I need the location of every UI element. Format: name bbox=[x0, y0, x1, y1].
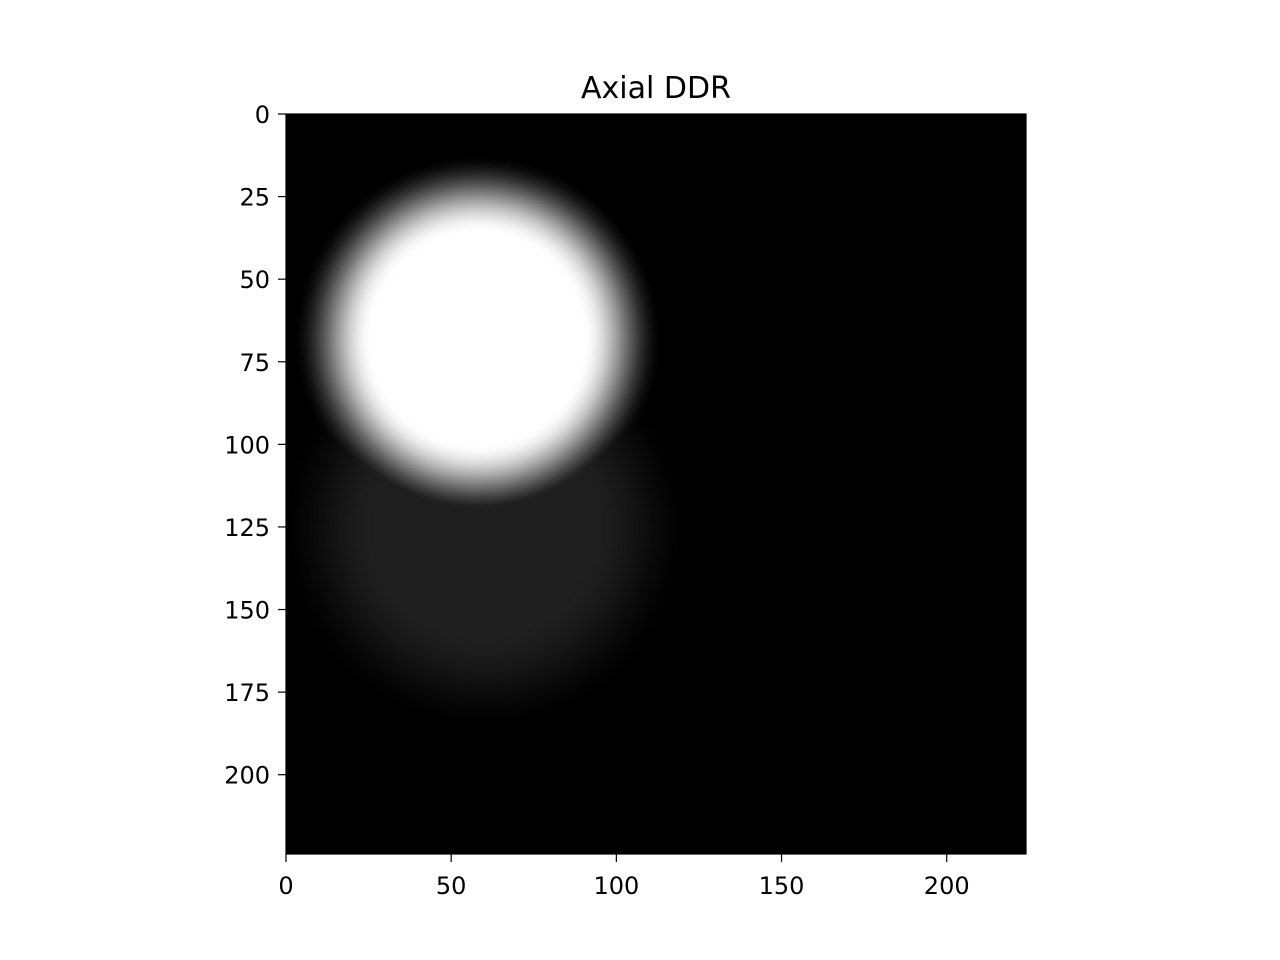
plot-frame bbox=[285, 113, 1027, 855]
y-axis: 0 25 50 75 100 125 150 175 200 bbox=[224, 101, 286, 790]
x-axis: 0 50 100 150 200 bbox=[278, 854, 970, 900]
y-tick-label: 100 bbox=[224, 431, 270, 459]
x-tick-label: 50 bbox=[436, 872, 467, 900]
x-tick-label: 100 bbox=[593, 872, 639, 900]
x-tick-label: 0 bbox=[278, 872, 293, 900]
plot-area bbox=[286, 114, 1026, 854]
x-tick-label: 150 bbox=[759, 872, 805, 900]
x-tick-label: 200 bbox=[924, 872, 970, 900]
heatmap bbox=[286, 114, 1026, 854]
chart-title: Axial DDR bbox=[581, 71, 731, 106]
y-tick-label: 175 bbox=[224, 679, 270, 707]
y-tick-label: 200 bbox=[224, 762, 270, 790]
y-tick-label: 25 bbox=[239, 184, 270, 212]
y-tick-label: 125 bbox=[224, 514, 270, 542]
heatmap-image bbox=[286, 114, 1026, 854]
y-tick-label: 50 bbox=[239, 266, 270, 294]
y-tick-label: 75 bbox=[239, 349, 270, 377]
y-tick-label: 0 bbox=[255, 101, 270, 129]
y-tick-label: 150 bbox=[224, 597, 270, 625]
